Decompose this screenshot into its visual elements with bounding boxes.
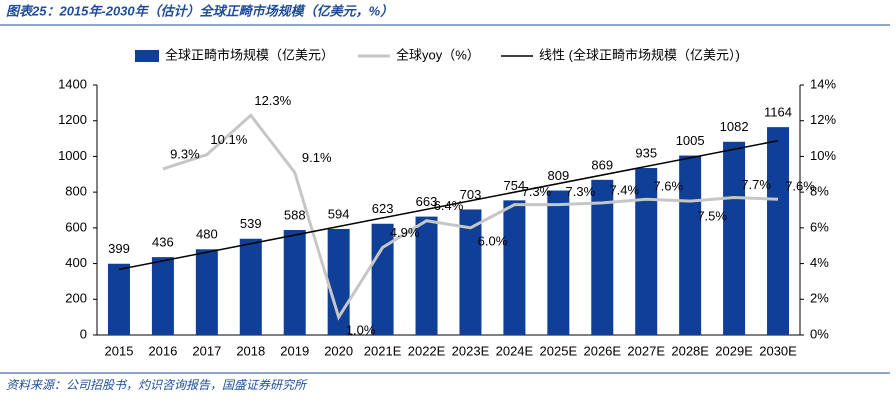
y-tick-label: 400 <box>65 255 87 270</box>
bar-value-label: 703 <box>460 187 482 202</box>
y-tick-label: 0 <box>80 326 87 341</box>
bar-value-label: 1164 <box>764 105 792 120</box>
bar <box>415 216 438 335</box>
bar-value-label: 623 <box>372 201 394 216</box>
y-tick-label: 1000 <box>58 148 87 163</box>
yoy-label: 6.0% <box>478 233 508 248</box>
yoy-label: 7.6% <box>653 179 683 194</box>
x-tick-label: 2022E <box>408 343 446 358</box>
y2-tick-label: 6% <box>810 219 829 234</box>
bar-value-label: 935 <box>635 145 657 160</box>
chart-title: 图表25：2015年-2030年（估计）全球正畸市场规模（亿美元，%） <box>6 3 393 18</box>
y-tick-label: 1200 <box>58 112 87 127</box>
yoy-label: 9.3% <box>170 146 200 161</box>
x-tick-label: 2025E <box>540 343 578 358</box>
x-tick-label: 2018 <box>236 343 265 358</box>
yoy-label: 7.5% <box>697 209 727 224</box>
bar <box>107 263 130 335</box>
yoy-label: 7.4% <box>609 182 639 197</box>
y2-tick-label: 4% <box>810 255 829 270</box>
bar-value-label: 754 <box>504 178 526 193</box>
x-tick-label: 2020 <box>324 343 353 358</box>
bar <box>239 238 262 335</box>
yoy-label: 9.1% <box>302 150 332 165</box>
x-tick-label: 2015 <box>105 343 134 358</box>
y-tick-label: 1400 <box>58 76 87 91</box>
x-tick-label: 2027E <box>627 343 665 358</box>
bar-value-label: 594 <box>328 206 350 221</box>
bar <box>547 190 570 335</box>
bar <box>767 127 790 336</box>
y-tick-label: 800 <box>65 184 87 199</box>
bar <box>371 223 394 335</box>
legend-label: 线性 (全球正畸市场规模（亿美元）) <box>539 47 740 62</box>
x-tick-label: 2030E <box>759 343 797 358</box>
yoy-label: 7.3% <box>566 184 596 199</box>
bar-value-label: 809 <box>547 168 569 183</box>
bar <box>151 257 174 335</box>
y2-tick-label: 8% <box>810 184 829 199</box>
y2-tick-label: 2% <box>810 291 829 306</box>
x-tick-label: 2023E <box>452 343 490 358</box>
yoy-label: 12.3% <box>254 93 291 108</box>
x-tick-label: 2017 <box>192 343 221 358</box>
x-tick-label: 2028E <box>671 343 709 358</box>
bar-value-label: 1082 <box>720 119 749 134</box>
x-tick-label: 2019 <box>280 343 309 358</box>
bar-value-label: 480 <box>196 227 218 242</box>
bar <box>723 141 746 335</box>
x-tick-label: 2026E <box>583 343 621 358</box>
y2-tick-label: 14% <box>810 76 836 91</box>
x-tick-label: 2016 <box>148 343 177 358</box>
bar <box>635 168 658 335</box>
bar-value-label: 1005 <box>676 133 705 148</box>
y2-tick-label: 0% <box>810 326 829 341</box>
x-tick-label: 2024E <box>496 343 534 358</box>
y2-tick-label: 12% <box>810 112 836 127</box>
y-tick-label: 600 <box>65 219 87 234</box>
bar-value-label: 588 <box>284 207 306 222</box>
bar <box>195 249 218 335</box>
bar <box>459 209 482 335</box>
x-tick-label: 2021E <box>364 343 402 358</box>
legend-label: 全球正畸市场规模（亿美元） <box>165 47 334 62</box>
bar-value-label: 539 <box>240 216 262 231</box>
bar-value-label: 399 <box>108 241 130 256</box>
y-tick-label: 200 <box>65 291 87 306</box>
x-tick-label: 2029E <box>715 343 753 358</box>
yoy-label: 7.7% <box>741 177 771 192</box>
yoy-label: 4.9% <box>390 225 420 240</box>
bar <box>503 200 526 335</box>
yoy-label: 7.6% <box>785 179 815 194</box>
yoy-label: 1.0% <box>346 323 376 338</box>
trend-line <box>118 139 779 271</box>
bar <box>591 179 614 335</box>
yoy-label: 10.1% <box>210 132 247 147</box>
bar-value-label: 869 <box>591 157 613 172</box>
yoy-line <box>162 113 779 321</box>
legend-swatch <box>135 50 159 62</box>
bar <box>283 230 306 335</box>
bar-value-label: 436 <box>152 235 174 250</box>
y2-tick-label: 10% <box>810 148 836 163</box>
bar-value-label: 663 <box>416 194 438 209</box>
yoy-label: 7.3% <box>522 184 552 199</box>
source: 资料来源：公司招股书，灼识咨询报告，国盛证券研究所 <box>6 378 308 392</box>
legend-label: 全球yoy（%） <box>396 47 480 62</box>
